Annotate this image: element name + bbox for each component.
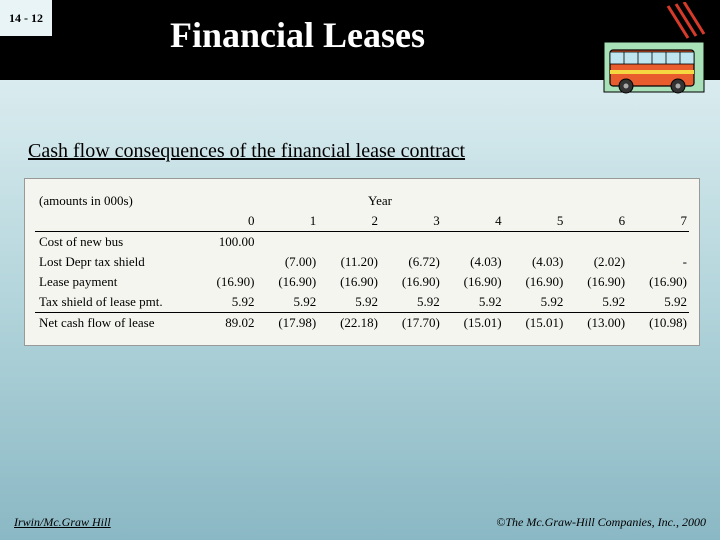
year-col-4: 4 [442, 211, 504, 232]
table-header-row-1: (amounts in 000s) Year [35, 191, 689, 211]
bus-icon [598, 2, 708, 98]
cell: (10.98) [627, 313, 689, 334]
table-header-row-2: 0 1 2 3 4 5 6 7 [35, 211, 689, 232]
year-col-0: 0 [195, 211, 257, 232]
header-bar: 14 - 12 Financial Leases [0, 0, 720, 80]
row-label: Cost of new bus [35, 232, 195, 253]
cell: 5.92 [380, 292, 442, 313]
cell: (2.02) [565, 252, 627, 272]
cell: (4.03) [442, 252, 504, 272]
cell: - [627, 252, 689, 272]
cell: (15.01) [504, 313, 566, 334]
slide-number-box: 14 - 12 [0, 0, 52, 36]
amounts-note: (amounts in 000s) [35, 191, 195, 211]
cell: (17.70) [380, 313, 442, 334]
footer-right: ©The Mc.Graw-Hill Companies, Inc., 2000 [496, 515, 706, 530]
year-col-1: 1 [256, 211, 318, 232]
cashflow-table: (amounts in 000s) Year 0 1 2 3 4 5 6 7 C… [35, 191, 689, 333]
row-label: Lost Depr tax shield [35, 252, 195, 272]
cell: (7.00) [256, 252, 318, 272]
year-label: Year [318, 191, 442, 211]
cell: (16.90) [442, 272, 504, 292]
cell: (4.03) [504, 252, 566, 272]
cell: (6.72) [380, 252, 442, 272]
cell: (22.18) [318, 313, 380, 334]
footer-left: Irwin/Mc.Graw Hill [14, 515, 111, 530]
cell: 100.00 [195, 232, 257, 253]
cell [627, 232, 689, 253]
bus-clipart [598, 2, 708, 98]
table-row: Lost Depr tax shield (7.00) (11.20) (6.7… [35, 252, 689, 272]
cell [195, 252, 257, 272]
cell: 89.02 [195, 313, 257, 334]
cell: (16.90) [195, 272, 257, 292]
cell [504, 232, 566, 253]
total-row-label: Net cash flow of lease [35, 313, 195, 334]
cashflow-table-container: (amounts in 000s) Year 0 1 2 3 4 5 6 7 C… [24, 178, 700, 346]
subtitle: Cash flow consequences of the financial … [28, 140, 465, 163]
slide-number: 14 - 12 [9, 11, 43, 26]
cell: (16.90) [627, 272, 689, 292]
cell: (16.90) [504, 272, 566, 292]
table-row: Tax shield of lease pmt. 5.92 5.92 5.92 … [35, 292, 689, 313]
table-row: Lease payment (16.90) (16.90) (16.90) (1… [35, 272, 689, 292]
row-label: Tax shield of lease pmt. [35, 292, 195, 313]
cell: (13.00) [565, 313, 627, 334]
cell: 5.92 [318, 292, 380, 313]
cell: 5.92 [504, 292, 566, 313]
cell: (17.98) [256, 313, 318, 334]
year-col-2: 2 [318, 211, 380, 232]
year-col-3: 3 [380, 211, 442, 232]
cell: (16.90) [380, 272, 442, 292]
cell [380, 232, 442, 253]
year-col-6: 6 [565, 211, 627, 232]
cell [442, 232, 504, 253]
cell [256, 232, 318, 253]
cell: 5.92 [627, 292, 689, 313]
cell [565, 232, 627, 253]
cell: (16.90) [318, 272, 380, 292]
table-total-row: Net cash flow of lease 89.02 (17.98) (22… [35, 313, 689, 334]
cell: (16.90) [565, 272, 627, 292]
year-col-5: 5 [504, 211, 566, 232]
table-row: Cost of new bus 100.00 [35, 232, 689, 253]
cell [318, 232, 380, 253]
cell: (16.90) [256, 272, 318, 292]
cell: 5.92 [195, 292, 257, 313]
cell: 5.92 [442, 292, 504, 313]
cell: (11.20) [318, 252, 380, 272]
cell: 5.92 [565, 292, 627, 313]
row-label: Lease payment [35, 272, 195, 292]
year-col-7: 7 [627, 211, 689, 232]
cell: 5.92 [256, 292, 318, 313]
slide-title: Financial Leases [170, 14, 425, 56]
cell: (15.01) [442, 313, 504, 334]
